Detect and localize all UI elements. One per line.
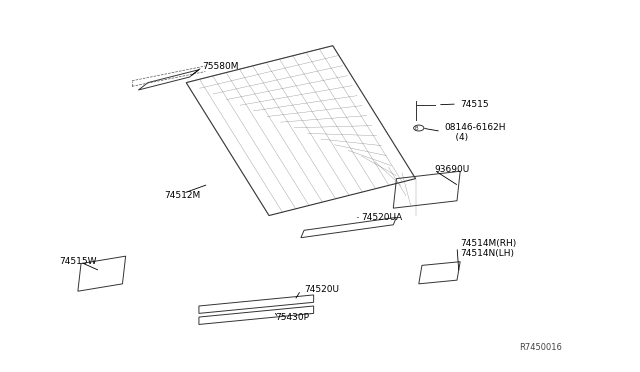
Text: 08146-6162H
    (4): 08146-6162H (4)	[444, 123, 506, 142]
Text: 75430P: 75430P	[275, 312, 309, 321]
Text: 74515W: 74515W	[59, 257, 96, 266]
Text: 93690U: 93690U	[435, 165, 470, 174]
Text: 74515: 74515	[460, 100, 489, 109]
Text: R7450016: R7450016	[519, 343, 562, 352]
Text: 74512M: 74512M	[164, 191, 200, 200]
Text: B: B	[415, 125, 418, 131]
Text: 74520UA: 74520UA	[362, 213, 403, 222]
Text: 75580M: 75580M	[202, 61, 239, 71]
Text: 74520U: 74520U	[304, 285, 339, 294]
Text: 74514M(RH)
74514N(LH): 74514M(RH) 74514N(LH)	[460, 239, 516, 259]
